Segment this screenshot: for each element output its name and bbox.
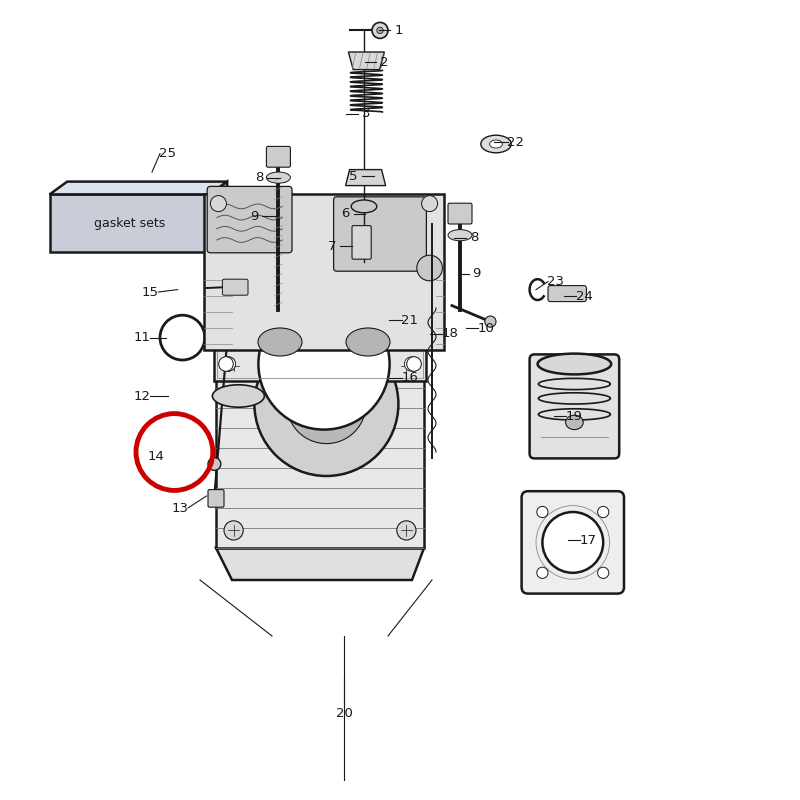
Circle shape — [422, 195, 438, 211]
Text: 21: 21 — [401, 314, 418, 326]
Circle shape — [542, 512, 603, 573]
Ellipse shape — [213, 385, 265, 407]
Circle shape — [537, 506, 548, 518]
Ellipse shape — [346, 328, 390, 356]
FancyBboxPatch shape — [352, 226, 371, 259]
Circle shape — [537, 567, 548, 578]
Circle shape — [219, 357, 234, 371]
Circle shape — [377, 27, 383, 34]
FancyBboxPatch shape — [214, 347, 426, 381]
Ellipse shape — [351, 200, 377, 213]
Text: 9: 9 — [473, 267, 481, 280]
Text: 8: 8 — [470, 231, 478, 244]
Text: 13: 13 — [171, 502, 189, 514]
Circle shape — [406, 357, 421, 371]
FancyBboxPatch shape — [448, 203, 472, 224]
Polygon shape — [312, 382, 357, 420]
Text: 15: 15 — [142, 286, 159, 298]
Text: 14: 14 — [147, 450, 165, 462]
Text: 16: 16 — [401, 371, 418, 384]
Text: 9: 9 — [250, 210, 258, 222]
Text: gasket sets: gasket sets — [94, 217, 166, 230]
FancyBboxPatch shape — [266, 146, 290, 167]
Ellipse shape — [490, 140, 502, 148]
FancyBboxPatch shape — [530, 354, 619, 458]
Circle shape — [404, 357, 419, 371]
FancyBboxPatch shape — [222, 279, 248, 295]
Circle shape — [258, 298, 390, 430]
Circle shape — [417, 255, 442, 281]
Text: 8: 8 — [255, 171, 263, 184]
Circle shape — [208, 458, 221, 470]
Ellipse shape — [538, 354, 611, 374]
Ellipse shape — [481, 135, 511, 153]
Text: 7: 7 — [328, 240, 336, 253]
Text: 1: 1 — [394, 24, 402, 37]
Circle shape — [598, 506, 609, 518]
Ellipse shape — [566, 415, 583, 430]
Circle shape — [224, 356, 243, 375]
Text: 20: 20 — [335, 707, 353, 720]
FancyBboxPatch shape — [548, 286, 586, 302]
Circle shape — [397, 356, 416, 375]
Circle shape — [210, 195, 226, 211]
Text: 25: 25 — [159, 147, 177, 160]
FancyBboxPatch shape — [334, 197, 426, 271]
Ellipse shape — [266, 172, 290, 183]
Text: 18: 18 — [441, 327, 458, 340]
Circle shape — [397, 521, 416, 540]
Circle shape — [485, 316, 496, 327]
Ellipse shape — [258, 328, 302, 356]
Circle shape — [222, 357, 236, 371]
Circle shape — [254, 332, 398, 476]
Text: 5: 5 — [350, 170, 358, 182]
Text: 2: 2 — [380, 56, 388, 69]
Circle shape — [222, 357, 236, 371]
Polygon shape — [210, 182, 227, 252]
Text: 17: 17 — [579, 534, 597, 546]
Circle shape — [406, 357, 421, 371]
Text: 24: 24 — [575, 290, 593, 302]
Text: 23: 23 — [547, 275, 565, 288]
Polygon shape — [346, 170, 386, 186]
Circle shape — [372, 22, 388, 38]
FancyBboxPatch shape — [216, 348, 424, 548]
Text: 3: 3 — [362, 107, 370, 120]
FancyBboxPatch shape — [50, 194, 210, 252]
Text: 6: 6 — [342, 207, 350, 220]
Text: 10: 10 — [478, 322, 495, 334]
Text: 19: 19 — [566, 410, 583, 422]
FancyBboxPatch shape — [204, 194, 444, 350]
Circle shape — [224, 521, 243, 540]
Text: 12: 12 — [134, 390, 151, 402]
FancyBboxPatch shape — [522, 491, 624, 594]
Ellipse shape — [448, 230, 472, 241]
Polygon shape — [50, 182, 227, 194]
FancyBboxPatch shape — [208, 490, 224, 507]
Text: 22: 22 — [507, 136, 525, 149]
Circle shape — [598, 567, 609, 578]
FancyBboxPatch shape — [207, 186, 292, 253]
Polygon shape — [349, 52, 385, 70]
Polygon shape — [216, 548, 424, 580]
Circle shape — [219, 357, 234, 371]
Circle shape — [287, 364, 366, 443]
Text: 11: 11 — [134, 331, 151, 344]
